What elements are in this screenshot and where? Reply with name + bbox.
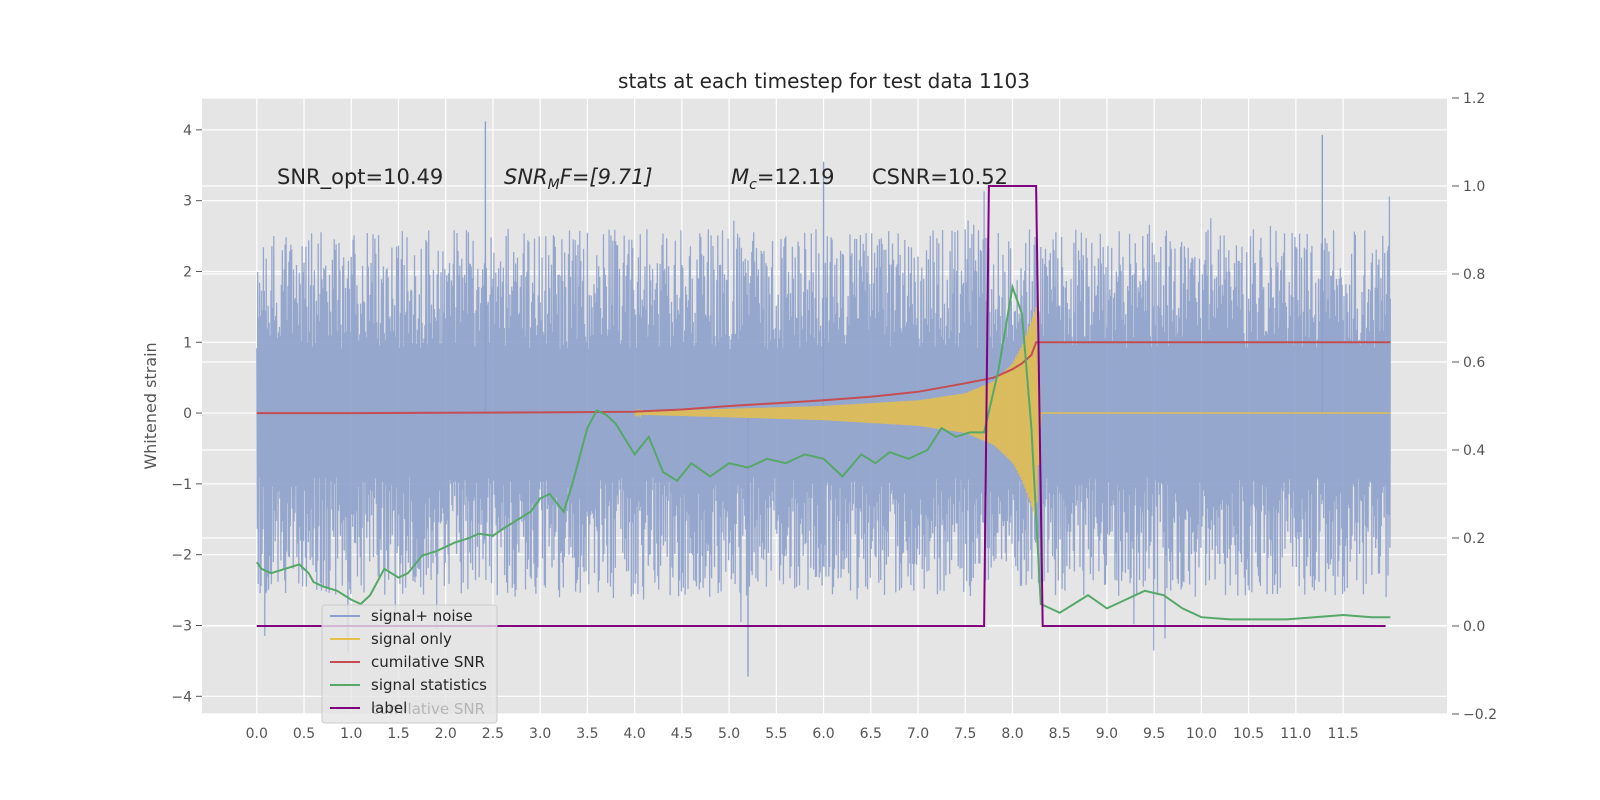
annotation-snr-mf: SNRMF=[9.71] (504, 165, 653, 193)
y-tick-label: −2 (171, 548, 192, 564)
series-signal-statistics (255, 283, 1391, 621)
legend-label: signal statistics (371, 676, 487, 694)
x-tick-label: 0.5 (293, 726, 315, 742)
annotation-csnr: CSNR=10.52 (872, 165, 1008, 189)
legend: cumilative SNR signal+ noise signal only c… (321, 604, 498, 724)
y-tick-label: −1 (171, 477, 192, 493)
y2-tick-label: 0.4 (1463, 443, 1485, 459)
y2-tick-label: 0.6 (1463, 355, 1485, 371)
y-axis-label: Whitened strain (141, 342, 160, 469)
annotation-mc: Mc=12.19 (731, 165, 835, 193)
legend-box (321, 604, 498, 724)
y-tick-label: 0 (183, 406, 192, 422)
x-tick-label: 7.0 (907, 726, 929, 742)
y2-tick-label: 0.2 (1463, 531, 1485, 547)
y-tick-label: −4 (171, 689, 192, 705)
x-tick-label: 5.5 (765, 726, 787, 742)
x-tick-label: 8.0 (1001, 726, 1023, 742)
y-tick-label: 2 (183, 264, 192, 280)
series-cumilative-snr (256, 341, 1391, 415)
annotations: SNR_opt=10.49 SNRMF=[9.71] Mc=12.19 CSNR… (277, 165, 1008, 193)
x-tick-label: 3.5 (576, 726, 598, 742)
x-tick-label: 6.5 (860, 726, 882, 742)
x-tick-label: 9.5 (1143, 726, 1165, 742)
x-tick-label: 3.0 (529, 726, 551, 742)
y2-tick-label: −0.2 (1463, 707, 1497, 723)
x-tick-label: 2.5 (482, 726, 504, 742)
x-tick-label: 10.0 (1186, 726, 1217, 742)
x-tick-label: 9.0 (1096, 726, 1118, 742)
y-tick-label: 1 (183, 335, 192, 351)
y-tick-label: −3 (171, 618, 192, 634)
legend-ghost-text: cumilative SNR (371, 700, 485, 718)
x-tick-label: 0.0 (246, 726, 268, 742)
x-tick-label: 11.0 (1280, 726, 1311, 742)
legend-label: signal only (371, 630, 452, 648)
axis-layer: 0.0 0.5 1.0 1.5 2.0 2.5 3.0 3.5 4.0 4.5 5.0 5.5 6.0 6… (171, 91, 1497, 742)
x-tick-label: 10.5 (1233, 726, 1264, 742)
legend-label: cumilative SNR (371, 653, 485, 671)
x-tick-label: 5.0 (718, 726, 740, 742)
y-tick-label: 3 (183, 194, 192, 210)
x-tick-label: 7.5 (954, 726, 976, 742)
x-tick-label: 6.0 (812, 726, 834, 742)
x-tick-label: 1.0 (340, 726, 362, 742)
legend-label: label (371, 699, 407, 717)
series-label (256, 185, 1386, 627)
series-layer (255, 121, 1391, 677)
legend-label: signal+ noise (371, 607, 473, 625)
y-tick-label: 4 (183, 123, 192, 139)
x-tick-label: 4.0 (623, 726, 645, 742)
annotation-snr-opt: SNR_opt=10.49 (277, 165, 443, 190)
y2-tick-label: 1.0 (1463, 179, 1485, 195)
x-tick-label: 2.0 (435, 726, 457, 742)
x-tick-label: 4.5 (671, 726, 693, 742)
chart-title: stats at each timestep for test data 110… (618, 69, 1030, 93)
x-tick-label: 1.5 (387, 726, 409, 742)
x-tick-label: 11.5 (1328, 726, 1359, 742)
x-tick-label: 8.5 (1049, 726, 1071, 742)
y2-tick-label: 0.8 (1463, 267, 1485, 283)
y2-tick-label: 0.0 (1463, 619, 1485, 635)
y2-tick-label: 1.2 (1463, 91, 1485, 107)
series-signal-only (633, 307, 1391, 517)
